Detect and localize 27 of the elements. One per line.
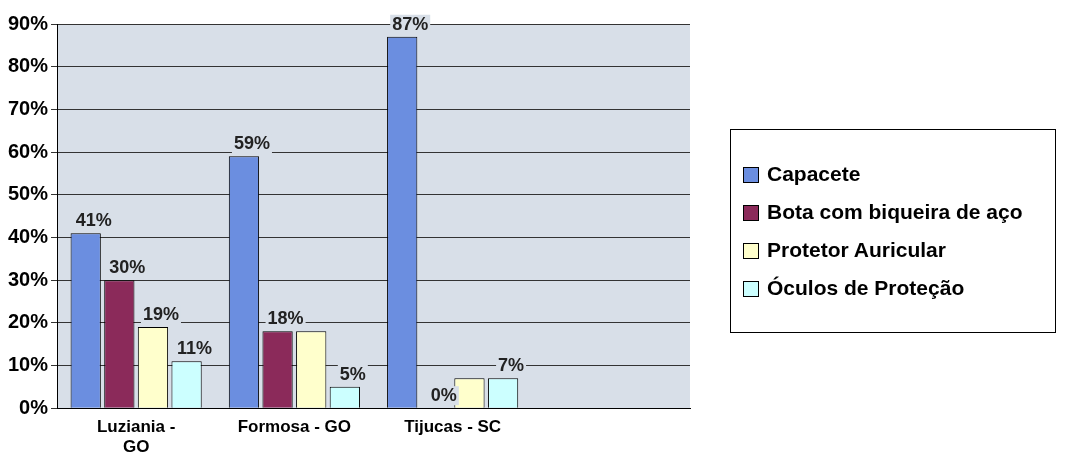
data-label: 0% bbox=[430, 385, 457, 406]
data-label: 5% bbox=[339, 363, 366, 384]
y-tick-label: 30% bbox=[8, 267, 49, 290]
legend-label: Bota com biqueira de aço bbox=[767, 199, 1023, 224]
data-label: 87% bbox=[392, 13, 429, 34]
y-tick-label: 60% bbox=[8, 139, 49, 162]
data-label: 41% bbox=[75, 210, 112, 231]
y-tick-label: 10% bbox=[8, 353, 49, 376]
x-tick-label: Tijucas - SC bbox=[404, 417, 502, 437]
data-label: 7% bbox=[498, 355, 525, 376]
y-tick-label: 0% bbox=[19, 395, 49, 418]
y-tick-label: 80% bbox=[8, 54, 49, 77]
legend-label: Protetor Auricular bbox=[767, 237, 946, 262]
data-label: 18% bbox=[267, 308, 304, 329]
data-label: 30% bbox=[109, 257, 146, 278]
y-tick-label: 70% bbox=[8, 96, 49, 119]
y-tick-label: 20% bbox=[8, 310, 49, 333]
legend-label: Capacete bbox=[767, 161, 861, 186]
y-tick-label: 90% bbox=[8, 11, 49, 34]
y-tick-label: 50% bbox=[8, 182, 49, 205]
x-tick-label: Luziania - GO bbox=[96, 417, 176, 457]
y-tick-label: 40% bbox=[8, 224, 49, 247]
data-label: 19% bbox=[142, 304, 179, 325]
x-tick-label: Formosa - GO bbox=[237, 417, 352, 437]
legend-label: Óculos de Proteção bbox=[767, 275, 965, 300]
data-label: 59% bbox=[233, 133, 270, 154]
data-label: 11% bbox=[177, 338, 213, 359]
